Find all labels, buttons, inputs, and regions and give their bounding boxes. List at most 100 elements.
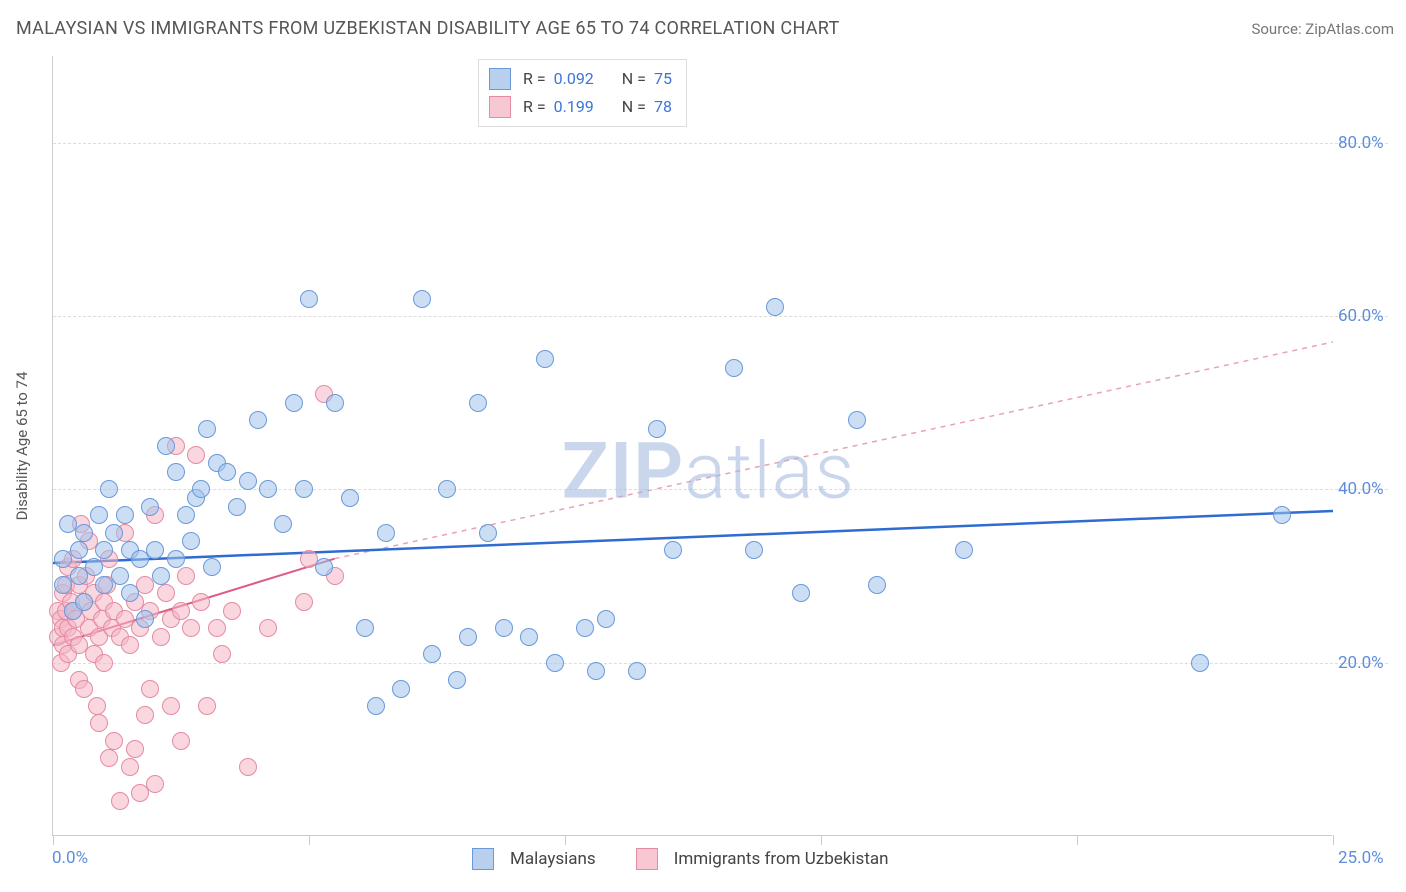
malaysians-point <box>152 567 170 585</box>
malaysians-point <box>459 628 477 646</box>
title-bar: MALAYSIAN VS IMMIGRANTS FROM UZBEKISTAN … <box>16 18 1394 39</box>
n-label: N = <box>622 93 646 121</box>
malaysians-point <box>141 498 159 516</box>
n-value: 78 <box>654 93 672 121</box>
malaysians-point <box>100 480 118 498</box>
malaysians-point <box>95 541 113 559</box>
uzbekistan-point <box>259 619 277 637</box>
legend-swatch <box>489 68 511 90</box>
y-tick-label: 80.0% <box>1338 133 1384 153</box>
top-legend-row: R =0.199N =78 <box>489 93 672 121</box>
uzbekistan-point <box>152 628 170 646</box>
malaysians-point <box>167 550 185 568</box>
top-legend-row: R =0.092N =75 <box>489 65 672 93</box>
legend-swatch <box>489 96 511 118</box>
uzbekistan-point <box>295 593 313 611</box>
r-value: 0.199 <box>554 93 594 121</box>
uzbekistan-point <box>198 697 216 715</box>
uzbekistan-point <box>213 645 231 663</box>
gridline <box>53 143 1388 144</box>
legend-label: Immigrants from Uzbekistan <box>674 849 889 869</box>
uzbekistan-point <box>95 654 113 672</box>
uzbekistan-point <box>172 602 190 620</box>
malaysians-point <box>300 290 318 308</box>
malaysians-point <box>177 506 195 524</box>
legend-swatch <box>472 848 494 870</box>
malaysians-point <box>228 498 246 516</box>
bottom-legend: MalaysiansImmigrants from Uzbekistan <box>472 848 919 870</box>
plot-area: ZIPatlas <box>52 56 1332 836</box>
chart-title: MALAYSIAN VS IMMIGRANTS FROM UZBEKISTAN … <box>16 18 840 39</box>
malaysians-point <box>392 680 410 698</box>
malaysians-point <box>326 394 344 412</box>
uzbekistan-point <box>157 584 175 602</box>
malaysians-point <box>438 480 456 498</box>
malaysians-point <box>70 541 88 559</box>
uzbekistan-point <box>88 697 106 715</box>
uzbekistan-point <box>100 749 118 767</box>
n-value: 75 <box>654 65 672 93</box>
malaysians-point <box>479 524 497 542</box>
uzbekistan-point <box>111 792 129 810</box>
malaysians-point <box>285 394 303 412</box>
malaysians-point <box>249 411 267 429</box>
uzbekistan-point <box>146 775 164 793</box>
uzbekistan-point <box>141 680 159 698</box>
uzbekistan-point <box>105 732 123 750</box>
malaysians-point <box>259 480 277 498</box>
malaysians-point <box>745 541 763 559</box>
x-tick <box>53 835 54 845</box>
x-tick <box>565 835 566 845</box>
gridline <box>53 316 1388 317</box>
malaysians-point <box>664 541 682 559</box>
x-tick <box>821 835 822 845</box>
malaysians-point <box>725 359 743 377</box>
malaysians-point <box>116 506 134 524</box>
uzbekistan-point <box>121 758 139 776</box>
r-value: 0.092 <box>554 65 594 93</box>
uzbekistan-point <box>126 740 144 758</box>
malaysians-point <box>597 610 615 628</box>
legend-swatch <box>636 848 658 870</box>
uzbekistan-point <box>208 619 226 637</box>
malaysians-point <box>90 506 108 524</box>
malaysians-point <box>85 558 103 576</box>
uzbekistan-point <box>182 619 200 637</box>
malaysians-point <box>157 437 175 455</box>
y-axis-label: Disability Age 65 to 74 <box>13 372 31 521</box>
malaysians-point <box>848 411 866 429</box>
malaysians-point <box>628 662 646 680</box>
malaysians-point <box>218 463 236 481</box>
malaysians-point <box>413 290 431 308</box>
r-label: R = <box>523 65 546 93</box>
malaysians-point <box>315 558 333 576</box>
uzbekistan-point <box>136 706 154 724</box>
malaysians-point <box>239 472 257 490</box>
x-axis-max-label: 25.0% <box>1338 848 1384 868</box>
uzbekistan-point <box>121 636 139 654</box>
uzbekistan-point <box>187 446 205 464</box>
malaysians-point <box>136 610 154 628</box>
malaysians-point <box>546 654 564 672</box>
malaysians-point <box>1191 654 1209 672</box>
uzbekistan-point <box>239 758 257 776</box>
malaysians-point <box>341 489 359 507</box>
x-axis-min-label: 0.0% <box>52 848 88 868</box>
y-tick-label: 60.0% <box>1338 306 1384 326</box>
malaysians-point <box>766 298 784 316</box>
malaysians-point <box>868 576 886 594</box>
malaysians-point <box>536 350 554 368</box>
malaysians-point <box>356 619 374 637</box>
uzbekistan-point <box>223 602 241 620</box>
malaysians-point <box>377 524 395 542</box>
malaysians-point <box>792 584 810 602</box>
gridline <box>53 663 1388 664</box>
malaysians-point <box>520 628 538 646</box>
uzbekistan-point <box>75 680 93 698</box>
malaysians-point <box>295 480 313 498</box>
malaysians-point <box>423 645 441 663</box>
malaysians-point <box>105 524 123 542</box>
malaysians-point <box>469 394 487 412</box>
uzbekistan-point <box>90 714 108 732</box>
malaysians-point <box>75 593 93 611</box>
